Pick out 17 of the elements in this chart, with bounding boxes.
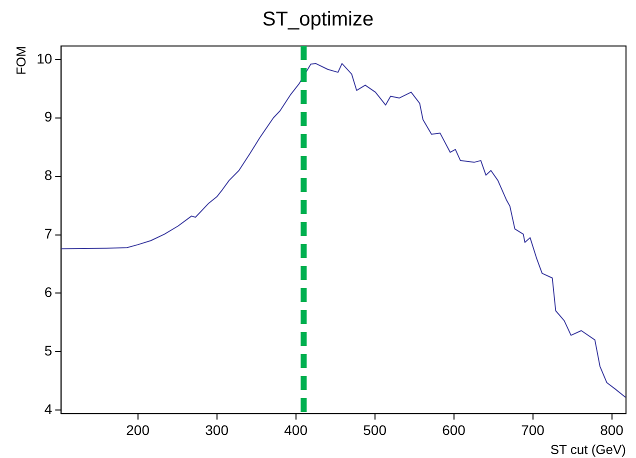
x-tick-label: 200 [126, 422, 150, 438]
y-tick-label: 7 [44, 226, 52, 242]
x-tick-label: 600 [442, 422, 466, 438]
x-tick-label: 400 [284, 422, 308, 438]
x-tick-label: 500 [363, 422, 387, 438]
y-tick-label: 6 [44, 284, 52, 300]
y-tick-label: 4 [44, 400, 52, 417]
y-axis-title: FOM [13, 46, 28, 75]
y-tick-label: 10 [36, 50, 52, 66]
y-tick-label: 9 [44, 108, 52, 125]
y-tick-label: 5 [44, 342, 52, 359]
y-tick-label: 8 [44, 167, 52, 184]
x-tick-label: 800 [600, 422, 624, 438]
x-axis-title: ST cut (GeV) [550, 442, 626, 457]
x-tick-label: 300 [205, 422, 229, 438]
chart-title: ST_optimize [262, 8, 374, 31]
x-tick-label: 700 [521, 422, 545, 438]
